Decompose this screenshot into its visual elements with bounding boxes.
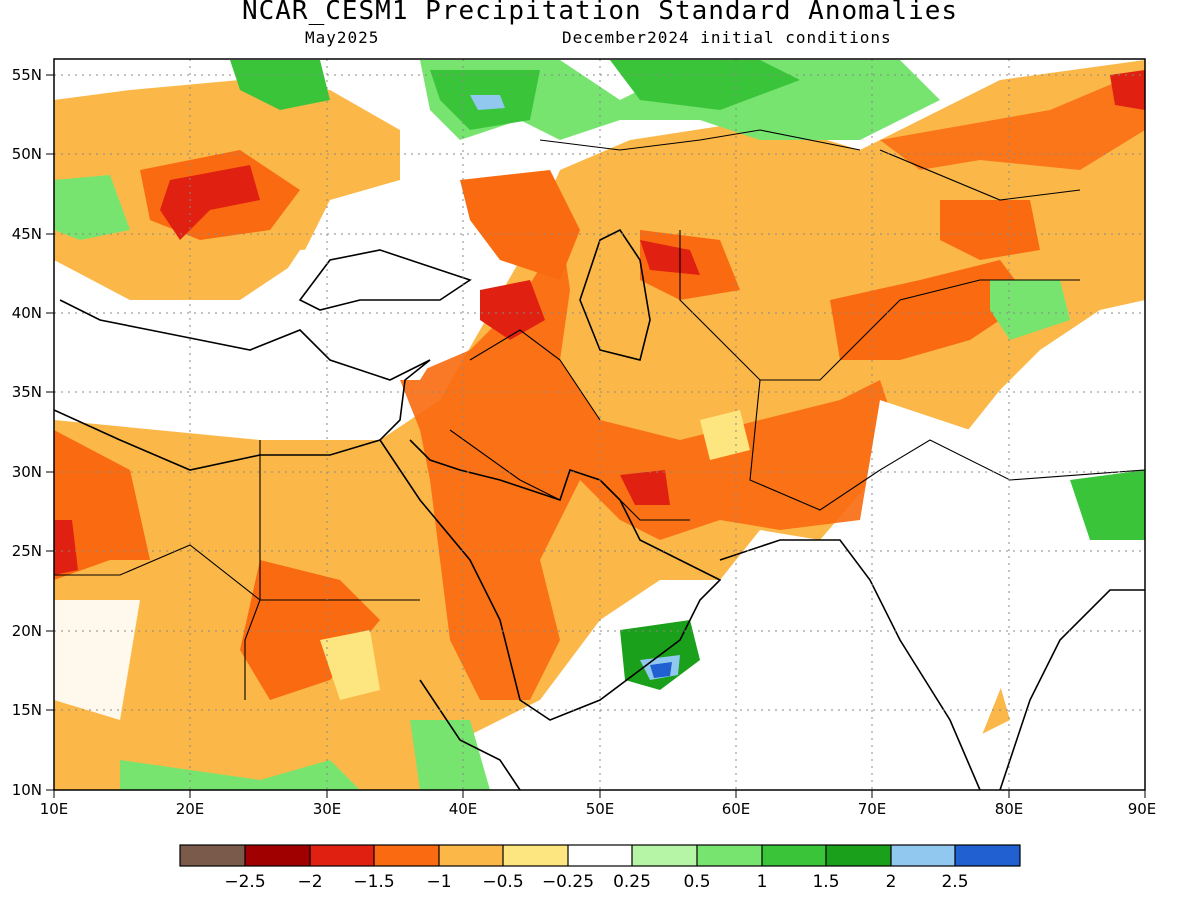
wet-anomaly-ethiopia [410, 720, 490, 790]
light-dry-sudan [320, 630, 380, 700]
colorbar-label: 1.5 [812, 872, 839, 892]
colorbar-label: −2 [297, 872, 322, 892]
lat-label: 20N [12, 622, 42, 640]
strong-dry-caucasus [460, 170, 580, 280]
colorbar-swatch [439, 845, 503, 866]
lon-label: 50E [586, 800, 615, 818]
lat-label: 30N [12, 463, 42, 481]
strong-dry-area [400, 220, 900, 700]
colorbar-label: 0.25 [613, 872, 651, 892]
colorbar-swatch [245, 845, 310, 866]
lat-label: 50N [12, 145, 42, 163]
strong-dry-west-africa [54, 430, 150, 580]
colorbar-label: 2 [886, 872, 897, 892]
lon-label: 60E [722, 800, 751, 818]
map-title: NCAR_CESM1 Precipitation Standard Anomal… [241, 0, 959, 26]
colorbar-swatch [891, 845, 955, 866]
strong-dry-sudan [240, 560, 380, 700]
neutral-area-chad [54, 600, 140, 720]
extreme-wet-oman [650, 662, 672, 678]
colorbar-swatch [503, 845, 568, 866]
latitude-axis: 55N 50N 45N 40N 35N 30N 25N 20N 15N 10N [12, 66, 54, 799]
very-dry-niger [54, 520, 78, 575]
lon-label: 10E [40, 800, 69, 818]
very-dry-caspian [640, 240, 700, 275]
colorbar-label: −0.25 [542, 872, 594, 892]
very-dry-northeast [1110, 70, 1145, 110]
forecast-month: May2025 [305, 28, 380, 47]
lat-label: 25N [12, 542, 42, 560]
lat-label: 35N [12, 383, 42, 401]
colorbar-label: −1 [426, 872, 451, 892]
colorbar-swatch [955, 845, 1020, 866]
colorbar-swatch [310, 845, 374, 866]
colorbar-swatch [697, 845, 762, 866]
wetter-anomaly-kazakh-north [610, 60, 800, 110]
map-plot-area [53, 58, 1146, 791]
lon-label: 90E [1128, 800, 1157, 818]
lon-label: 40E [449, 800, 478, 818]
strong-dry-central-asia [830, 260, 1030, 360]
colorbar-label: 2.5 [941, 872, 968, 892]
lon-label: 20E [176, 800, 205, 818]
colorbar-swatch [180, 845, 245, 866]
grid-lines [54, 59, 1145, 790]
colorbar-swatch [568, 845, 632, 866]
lat-label: 15N [12, 701, 42, 719]
strong-dry-siberia [880, 70, 1145, 170]
neutral-area-india [840, 400, 1040, 790]
initial-conditions: December2024 initial conditions [562, 28, 892, 47]
longitude-axis: 10E 20E 30E 40E 50E 60E 70E 80E 90E [40, 790, 1157, 818]
lon-label: 70E [858, 800, 887, 818]
colorbar-label: −1.5 [353, 872, 394, 892]
wet-anomaly-bangladesh [1070, 470, 1145, 540]
strong-dry-kazakh [940, 200, 1040, 260]
lon-label: 30E [313, 800, 342, 818]
coastlines [54, 228, 1145, 790]
very-dry-hungary [160, 165, 260, 240]
colorbar-label: −0.5 [482, 872, 523, 892]
very-wet-spot-russia [470, 95, 505, 110]
colorbar-label: 1 [757, 872, 768, 892]
wet-anomaly-baltic [230, 60, 330, 110]
colorbar-swatch [632, 845, 697, 866]
colorbar-swatch [762, 845, 826, 866]
lon-label: 80E [995, 800, 1024, 818]
lat-label: 40N [12, 304, 42, 322]
light-dry-iran [700, 410, 750, 460]
colorbar-label: −2.5 [224, 872, 265, 892]
colorbar-swatch [826, 845, 891, 866]
wet-anomaly-sahel [120, 760, 360, 790]
neutral-area-mediterranean-east [240, 240, 470, 380]
very-dry-turkey-east [480, 280, 545, 340]
very-dry-iran-south [620, 470, 670, 505]
colorbar: −2.5 −2 −1.5 −1 −0.5 −0.25 0.25 0.5 1 1.… [179, 844, 1021, 892]
lat-label: 55N [12, 66, 42, 84]
lat-label: 10N [12, 781, 42, 799]
wet-anomaly-alps [54, 175, 130, 240]
lat-label: 45N [12, 225, 42, 243]
colorbar-swatch [374, 845, 439, 866]
country-borders [54, 129, 1145, 700]
wet-anomaly-tianshan [990, 280, 1070, 340]
colorbar-label: 0.5 [683, 872, 710, 892]
